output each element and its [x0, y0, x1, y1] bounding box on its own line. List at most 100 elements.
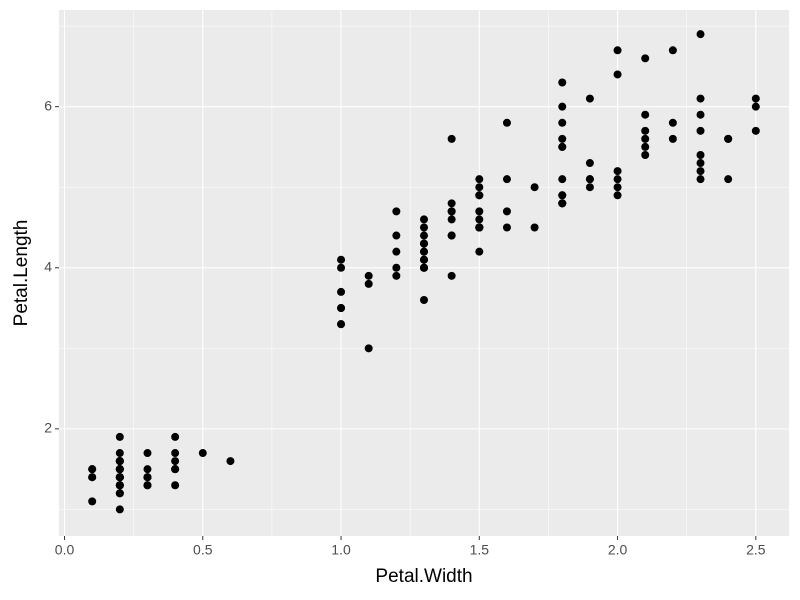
- point: [420, 231, 428, 240]
- point: [558, 102, 567, 111]
- x-tick-label: 1.0: [331, 542, 351, 558]
- point: [475, 215, 484, 224]
- point: [585, 159, 594, 168]
- point: [502, 118, 511, 127]
- point: [530, 183, 539, 192]
- point: [420, 223, 428, 232]
- point: [613, 46, 622, 55]
- y-axis-title: Petal.Length: [11, 220, 32, 327]
- point: [641, 110, 650, 119]
- point: [88, 473, 97, 482]
- point: [558, 199, 567, 208]
- y-tick-label: 4: [44, 258, 52, 274]
- y-tick-label: 2: [44, 420, 52, 436]
- point: [696, 175, 705, 184]
- point: [447, 199, 456, 208]
- point: [420, 215, 428, 224]
- point: [475, 175, 484, 184]
- x-tick-label: 0.0: [55, 542, 75, 558]
- point: [475, 183, 484, 192]
- point: [337, 287, 346, 296]
- point: [751, 126, 760, 135]
- x-tick-label: 0.5: [193, 542, 213, 558]
- point: [364, 279, 373, 288]
- point: [502, 207, 511, 216]
- point: [171, 481, 180, 490]
- point: [668, 134, 677, 143]
- point: [115, 465, 124, 474]
- point: [447, 134, 456, 143]
- point: [641, 134, 650, 143]
- x-tick-label: 2.5: [746, 542, 766, 558]
- point: [88, 465, 97, 474]
- point: [751, 94, 760, 103]
- point: [420, 239, 428, 248]
- point: [558, 134, 567, 143]
- plot-panel: [59, 10, 789, 536]
- x-tick-label: 1.5: [470, 542, 490, 558]
- point: [696, 150, 705, 159]
- point: [585, 175, 594, 184]
- point: [115, 489, 124, 498]
- point: [420, 263, 428, 272]
- point: [171, 449, 180, 458]
- point: [143, 465, 152, 474]
- point: [171, 432, 180, 441]
- point: [143, 473, 152, 482]
- point: [447, 271, 456, 280]
- point: [724, 175, 733, 184]
- point: [613, 183, 622, 192]
- point: [641, 142, 650, 151]
- point: [696, 110, 705, 119]
- point: [392, 247, 401, 256]
- x-tick-label: 2.0: [608, 542, 628, 558]
- point: [115, 473, 124, 482]
- point: [143, 449, 152, 458]
- point: [696, 30, 705, 39]
- point: [198, 449, 207, 458]
- point: [392, 207, 401, 216]
- point: [364, 271, 373, 280]
- point: [668, 46, 677, 55]
- point: [420, 255, 428, 264]
- y-tick-label: 6: [44, 97, 52, 113]
- point: [337, 304, 346, 313]
- point: [613, 191, 622, 200]
- point: [171, 465, 180, 474]
- point: [475, 191, 484, 200]
- point: [143, 481, 152, 490]
- point: [613, 167, 622, 176]
- point: [696, 159, 705, 168]
- point: [530, 223, 539, 232]
- point: [613, 175, 622, 184]
- point: [558, 118, 567, 127]
- point: [115, 457, 124, 466]
- point: [502, 223, 511, 232]
- point: [337, 263, 346, 272]
- point: [558, 142, 567, 151]
- point: [724, 134, 733, 143]
- point: [115, 505, 124, 514]
- point: [337, 320, 346, 329]
- point: [364, 344, 373, 353]
- point: [392, 271, 401, 280]
- point: [585, 94, 594, 103]
- point: [585, 183, 594, 192]
- point: [475, 247, 484, 256]
- point: [337, 255, 346, 264]
- point: [558, 175, 567, 184]
- point: [696, 94, 705, 103]
- point: [420, 295, 428, 304]
- point: [115, 481, 124, 490]
- point: [641, 54, 650, 63]
- point: [751, 102, 760, 111]
- point: [475, 207, 484, 216]
- point: [641, 150, 650, 159]
- point: [88, 497, 97, 506]
- point: [115, 449, 124, 458]
- point: [641, 126, 650, 135]
- point: [502, 175, 511, 184]
- point: [475, 223, 484, 232]
